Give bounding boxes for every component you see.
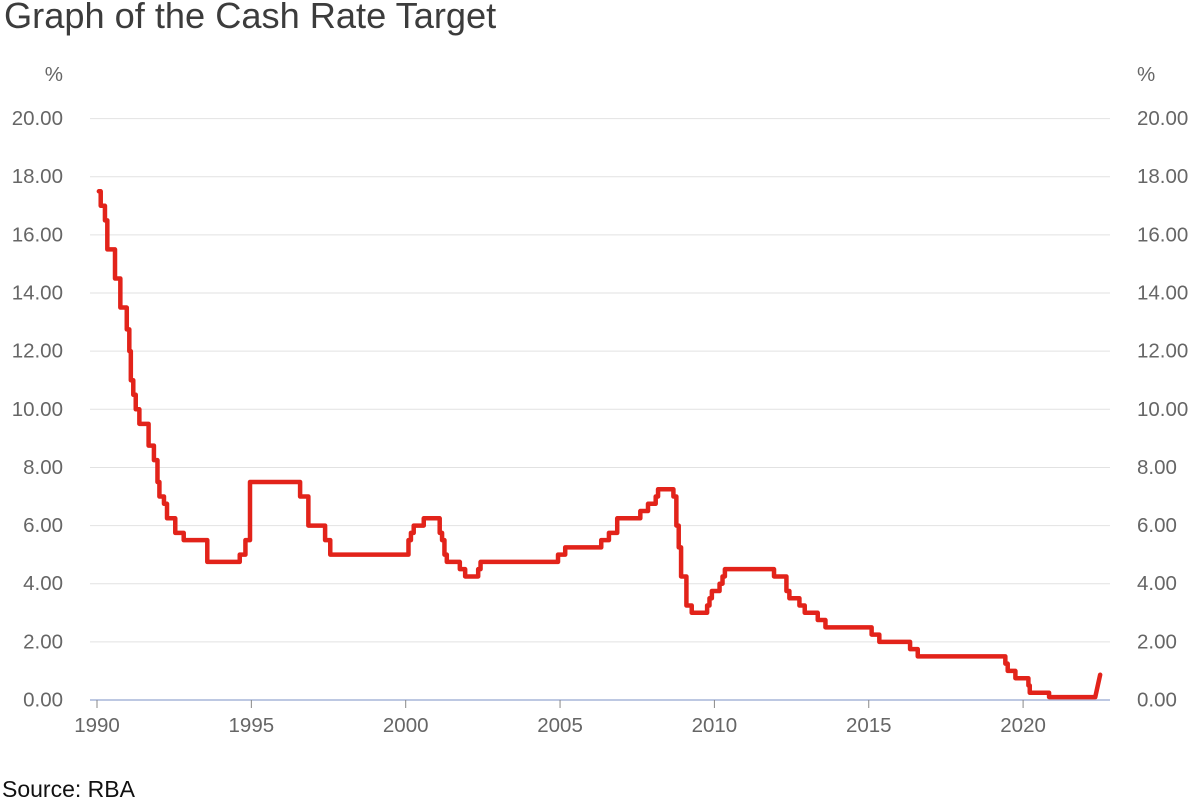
svg-text:4.00: 4.00 — [23, 572, 63, 595]
svg-text:2020: 2020 — [1000, 714, 1046, 737]
svg-text:18.00: 18.00 — [1137, 165, 1188, 188]
svg-text:14.00: 14.00 — [12, 282, 63, 305]
svg-text:10.00: 10.00 — [1137, 398, 1188, 421]
svg-text:2000: 2000 — [383, 714, 429, 737]
svg-text:16.00: 16.00 — [12, 223, 63, 246]
svg-text:6.00: 6.00 — [1137, 514, 1177, 537]
svg-text:20.00: 20.00 — [1137, 107, 1188, 130]
svg-text:16.00: 16.00 — [1137, 223, 1188, 246]
svg-text:8.00: 8.00 — [1137, 456, 1177, 479]
svg-text:2.00: 2.00 — [23, 630, 63, 653]
svg-text:1995: 1995 — [229, 714, 275, 737]
svg-text:%: % — [45, 63, 63, 86]
svg-text:14.00: 14.00 — [1137, 282, 1188, 305]
svg-text:1990: 1990 — [74, 714, 120, 737]
svg-text:6.00: 6.00 — [23, 514, 63, 537]
svg-text:2.00: 2.00 — [1137, 630, 1177, 653]
svg-text:4.00: 4.00 — [1137, 572, 1177, 595]
svg-text:12.00: 12.00 — [12, 340, 63, 363]
svg-text:2005: 2005 — [537, 714, 583, 737]
svg-text:12.00: 12.00 — [1137, 340, 1188, 363]
svg-text:8.00: 8.00 — [23, 456, 63, 479]
svg-text:0.00: 0.00 — [1137, 689, 1177, 712]
svg-text:10.00: 10.00 — [12, 398, 63, 421]
svg-text:18.00: 18.00 — [12, 165, 63, 188]
svg-text:2015: 2015 — [846, 714, 892, 737]
svg-text:%: % — [1137, 63, 1155, 86]
svg-text:2010: 2010 — [692, 714, 738, 737]
svg-text:20.00: 20.00 — [12, 107, 63, 130]
svg-text:0.00: 0.00 — [23, 689, 63, 712]
